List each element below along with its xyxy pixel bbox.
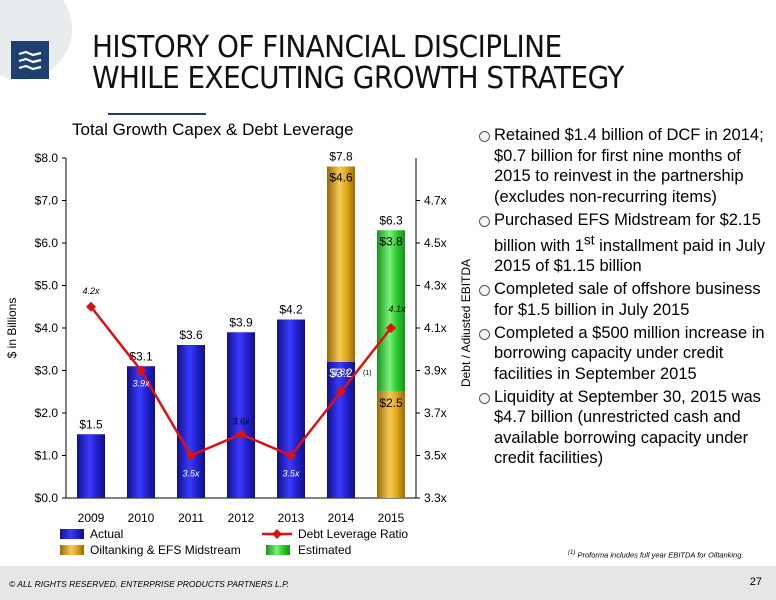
debt-leverage-point <box>136 365 146 376</box>
legend-label-estimated: Estimated <box>298 543 351 557</box>
bar-total-label: $4.2 <box>279 303 303 317</box>
x-tick-label: 2014 <box>328 511 355 525</box>
chart-title: Total Growth Capex & Debt Leverage <box>72 120 354 139</box>
bar-actual-2013 <box>277 319 305 498</box>
bar-actual-2009 <box>77 434 105 498</box>
y2-tick-label: 3.9x <box>424 364 447 378</box>
debt-leverage-label: 3.5x <box>182 469 200 479</box>
legend-swatch-actual <box>60 529 84 539</box>
debt-leverage-label: 3.9x <box>132 379 150 389</box>
legend-swatch-estimated <box>266 545 290 555</box>
y-tick-label: $5.0 <box>35 279 59 293</box>
page-title-line-1: HISTORY OF FINANCIAL DISCIPLINE <box>92 30 562 65</box>
footnote-reference: (1) <box>363 370 372 377</box>
footer-bar: © ALL RIGHTS RESERVED. ENTERPRISE PRODUC… <box>0 566 776 600</box>
bar-total-label: $3.6 <box>179 328 203 342</box>
x-tick-label: 2013 <box>278 511 305 525</box>
copyright-text: © ALL RIGHTS RESERVED. ENTERPRISE PRODUC… <box>9 579 290 589</box>
debt-leverage-point <box>286 450 296 461</box>
bar-actual-2012 <box>227 332 255 498</box>
title-underline <box>108 113 206 115</box>
bullet-list: Retained $1.4 billion of DCF in 2014; $0… <box>478 125 770 471</box>
x-tick-label: 2015 <box>378 511 405 525</box>
debt-leverage-label: 3.8x <box>332 367 350 377</box>
page-title-line-2: WHILE EXECUTING GROWTH STRATEGY <box>92 61 624 96</box>
bullet-item: Retained $1.4 billion of DCF in 2014; $0… <box>478 125 770 207</box>
footnote: (1) Proforma includes full year EBITDA f… <box>568 550 743 560</box>
y2-axis-label: Debt / Adjusted EBITDA <box>459 259 470 387</box>
legend-label-oiltanking: Oiltanking & EFS Midstream <box>90 543 241 557</box>
bar-total-label: $6.3 <box>379 213 403 227</box>
y2-tick-label: 4.7x <box>424 194 447 208</box>
bullet-text: Completed a $500 million increase in bor… <box>494 323 765 383</box>
x-tick-label: 2011 <box>178 511 204 525</box>
y2-tick-label: 3.3x <box>424 491 447 505</box>
bar-segment-label: $3.8 <box>379 234 403 248</box>
footnote-mark: (1) <box>568 550 576 556</box>
footnote-text: Proforma includes full year EBITDA for O… <box>577 550 744 560</box>
debt-leverage-point <box>186 450 196 461</box>
y-tick-label: $3.0 <box>35 364 59 378</box>
bullet-text: Purchased EFS Midstream for $2.15 billio… <box>494 210 766 276</box>
debt-leverage-label: 3.6x <box>232 416 250 426</box>
bar-segment-label: $4.6 <box>329 171 353 185</box>
legend-swatch-oiltanking <box>60 545 84 555</box>
x-tick-label: 2010 <box>128 511 155 525</box>
bar-segment-label: $3.2 <box>329 366 353 380</box>
debt-leverage-label: 4.1x <box>388 304 406 314</box>
y2-tick-label: 4.5x <box>424 236 447 250</box>
y-axis-label: $ in Billions <box>5 298 19 359</box>
debt-leverage-point <box>236 429 246 440</box>
company-logo <box>11 41 49 79</box>
legend-label-actual: Actual <box>90 527 123 541</box>
x-tick-label: 2009 <box>78 511 105 525</box>
bullet-icon <box>479 328 490 340</box>
bar-actual-2014 <box>327 362 355 498</box>
page-number: 27 <box>749 576 762 588</box>
debt-leverage-label: 3.5x <box>282 469 300 479</box>
bar-segment-label: $2.5 <box>379 396 403 410</box>
bullet-item: Purchased EFS Midstream for $2.15 billio… <box>478 210 770 277</box>
bar-oiltanking-efs-midstream-2014 <box>327 166 355 362</box>
y-tick-label: $0.0 <box>35 491 59 505</box>
y2-tick-label: 4.3x <box>424 279 447 293</box>
y-tick-label: $7.0 <box>35 194 59 208</box>
bullet-icon <box>479 392 490 404</box>
bar-total-label: $3.1 <box>129 349 153 363</box>
bullet-item: Completed a $500 million increase in bor… <box>478 323 770 385</box>
legend-label-line: Debt Leverage Ratio <box>298 527 408 541</box>
y2-tick-label: 4.1x <box>424 321 447 335</box>
debt-leverage-label: 4.2x <box>82 286 100 296</box>
y2-tick-label: 3.7x <box>424 406 447 420</box>
bullet-icon <box>479 131 490 142</box>
bullet-item: Liquidity at September 30, 2015 was $4.7… <box>478 387 770 469</box>
growth-capex-chart: $0.0 $1.0 $2.0 $3.0 $4.0 $5.0 $6.0 $7.0 $8.0 3.3x… <box>5 150 470 558</box>
y-tick-label: $8.0 <box>35 151 59 165</box>
bullet-item: Completed sale of offshore business for … <box>478 279 770 320</box>
bar-estimated-2015 <box>377 230 405 392</box>
bar-total-label: $7.8 <box>329 150 353 164</box>
bullet-text: Liquidity at September 30, 2015 was $4.7… <box>494 387 761 468</box>
bar-total-label: $1.5 <box>79 417 103 431</box>
y2-tick-label: 3.5x <box>424 449 447 463</box>
y-tick-label: $2.0 <box>35 406 59 420</box>
bullet-text: Completed sale of offshore business for … <box>494 280 761 319</box>
bullet-icon <box>479 285 490 296</box>
bar-oiltanking-efs-midstream-2015 <box>377 391 405 498</box>
x-tick-label: 2012 <box>228 511 255 525</box>
bullet-icon <box>479 215 490 227</box>
legend-swatch-line-marker <box>272 529 282 539</box>
page-title: HISTORY OF FINANCIAL DISCIPLINE WHILE EX… <box>92 32 624 94</box>
bar-total-label: $3.9 <box>229 315 253 329</box>
bullet-text: Retained $1.4 billion of DCF in 2014; $0… <box>494 126 764 206</box>
bar-actual-2011 <box>177 345 205 498</box>
y-tick-label: $1.0 <box>35 449 59 463</box>
y-tick-label: $4.0 <box>35 321 59 335</box>
y-tick-label: $6.0 <box>35 236 59 250</box>
